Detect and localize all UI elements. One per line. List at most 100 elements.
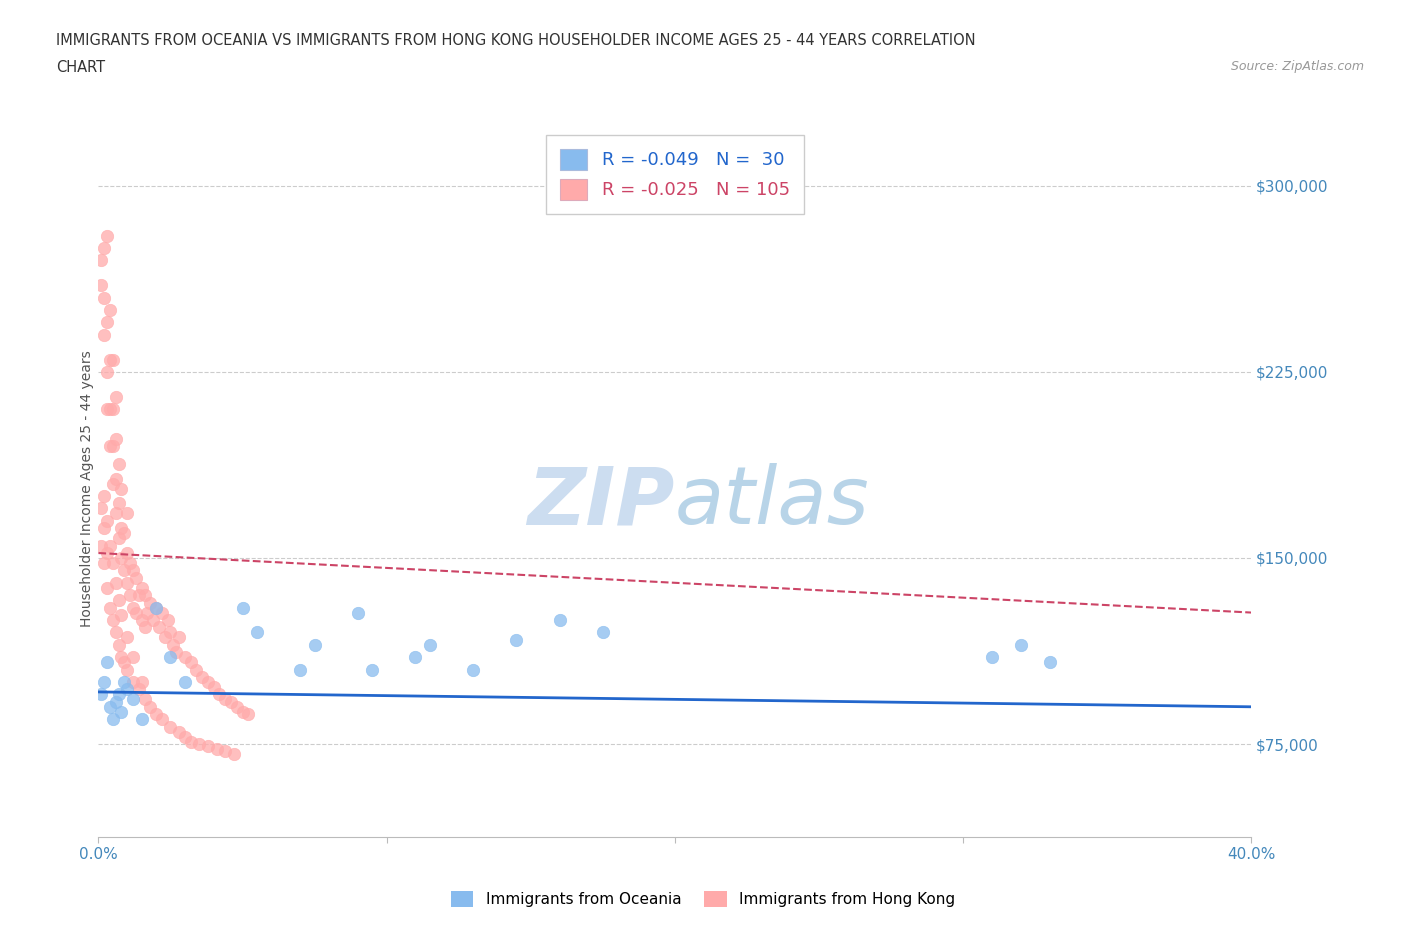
Point: [112, 655, 135, 670]
Point: [122, 692, 145, 707]
Point: [120, 588, 142, 603]
Point: [134, 620, 156, 635]
Point: [122, 563, 145, 578]
Point: [120, 555, 142, 570]
Text: IMMIGRANTS FROM OCEANIA VS IMMIGRANTS FROM HONG KONG HOUSEHOLDER INCOME AGES 25 : IMMIGRANTS FROM OCEANIA VS IMMIGRANTS FR…: [56, 33, 976, 47]
Point: [101, 402, 124, 417]
Point: [214, 692, 236, 707]
Point: [139, 595, 162, 610]
Point: [112, 525, 135, 540]
Point: [186, 662, 208, 677]
Point: [125, 570, 148, 585]
Text: CHART: CHART: [56, 60, 105, 75]
Point: [96, 402, 118, 417]
Point: [104, 576, 127, 591]
Point: [505, 632, 527, 647]
Point: [145, 707, 167, 722]
Point: [101, 613, 124, 628]
Point: [107, 496, 129, 511]
Point: [361, 662, 384, 677]
Point: [98, 538, 121, 553]
Point: [159, 625, 181, 640]
Point: [117, 576, 138, 591]
Point: [98, 402, 121, 417]
Point: [117, 546, 138, 561]
Point: [139, 699, 162, 714]
Text: atlas: atlas: [675, 463, 870, 541]
Point: [107, 687, 129, 702]
Point: [165, 644, 187, 659]
Point: [197, 674, 219, 689]
Point: [162, 637, 184, 652]
Point: [159, 719, 181, 734]
Point: [145, 600, 167, 615]
Point: [122, 600, 145, 615]
Point: [101, 352, 124, 367]
Point: [405, 650, 427, 665]
Point: [174, 729, 197, 744]
Point: [90, 278, 112, 293]
Point: [150, 605, 173, 620]
Point: [592, 625, 614, 640]
Point: [197, 739, 219, 754]
Point: [96, 655, 118, 670]
Point: [110, 481, 132, 496]
Point: [191, 670, 214, 684]
Point: [96, 513, 118, 528]
Point: [104, 506, 127, 521]
Point: [93, 555, 115, 570]
Point: [110, 551, 132, 565]
Point: [90, 253, 112, 268]
Point: [128, 588, 150, 603]
Point: [117, 506, 138, 521]
Point: [90, 538, 112, 553]
Point: [153, 630, 176, 644]
Point: [122, 674, 145, 689]
Point: [238, 707, 260, 722]
Point: [117, 630, 138, 644]
Point: [104, 695, 127, 710]
Text: ZIP: ZIP: [527, 463, 675, 541]
Point: [145, 600, 167, 615]
Point: [112, 674, 135, 689]
Point: [125, 605, 148, 620]
Point: [101, 439, 124, 454]
Point: [136, 605, 159, 620]
Point: [180, 655, 202, 670]
Point: [131, 580, 153, 595]
Point: [214, 744, 236, 759]
Point: [90, 501, 112, 516]
Point: [174, 674, 197, 689]
Point: [110, 650, 132, 665]
Point: [134, 692, 156, 707]
Point: [128, 682, 150, 697]
Point: [104, 472, 127, 486]
Legend: R = -0.049   N =  30, R = -0.025   N = 105: R = -0.049 N = 30, R = -0.025 N = 105: [546, 135, 804, 214]
Point: [159, 650, 181, 665]
Point: [96, 365, 118, 379]
Point: [180, 734, 202, 749]
Point: [142, 613, 165, 628]
Point: [131, 613, 153, 628]
Point: [104, 432, 127, 446]
Point: [156, 613, 179, 628]
Point: [225, 699, 247, 714]
Legend: Immigrants from Oceania, Immigrants from Hong Kong: Immigrants from Oceania, Immigrants from…: [444, 884, 962, 913]
Point: [1010, 637, 1032, 652]
Point: [981, 650, 1004, 665]
Point: [98, 439, 121, 454]
Point: [208, 687, 231, 702]
Point: [304, 637, 326, 652]
Point: [96, 228, 118, 243]
Point: [150, 711, 173, 726]
Point: [90, 687, 112, 702]
Point: [131, 711, 153, 726]
Point: [167, 724, 190, 739]
Point: [117, 682, 138, 697]
Point: [117, 662, 138, 677]
Point: [98, 699, 121, 714]
Point: [222, 747, 245, 762]
Point: [131, 674, 153, 689]
Point: [202, 680, 225, 695]
Point: [101, 711, 124, 726]
